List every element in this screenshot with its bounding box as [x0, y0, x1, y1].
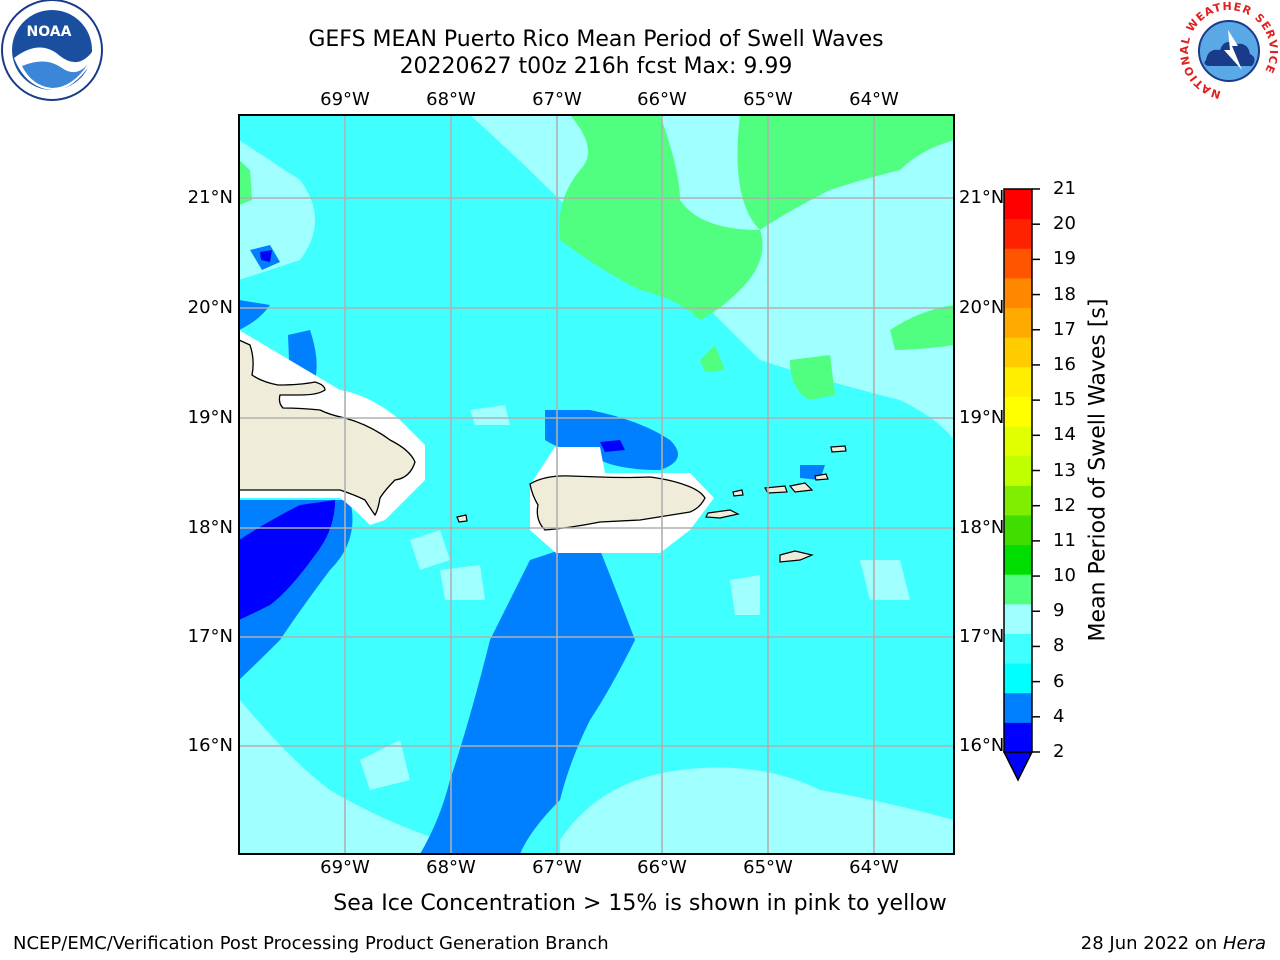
colorbar-band [1004, 366, 1032, 397]
colorbar-band [1004, 307, 1032, 338]
colorbar-tick-label: 19 [1053, 248, 1076, 270]
lat-label-left: 21°N [187, 187, 233, 208]
sea-ice-caption: Sea Ice Concentration > 15% is shown in … [0, 891, 1280, 916]
lat-label-left: 20°N [187, 297, 233, 318]
lat-label-left: 19°N [187, 407, 233, 428]
colorbar-band [1004, 514, 1032, 546]
lon-label-bottom: 65°W [743, 857, 793, 878]
colorbar-band [1004, 189, 1032, 220]
colorbar-extend-arrow [1002, 751, 1034, 782]
colorbar-tick-label: 13 [1053, 459, 1076, 481]
colorbar-band [1004, 455, 1032, 486]
colorbar-tick-label: 2 [1053, 741, 1065, 762]
colorbar-band [1004, 633, 1032, 664]
colorbar-band [1004, 692, 1032, 723]
colorbar-label: Mean Period of Swell Waves [s] [1085, 298, 1111, 642]
map-frame [238, 114, 955, 855]
lon-label-bottom: 68°W [426, 857, 476, 878]
lon-label-top: 66°W [637, 89, 687, 110]
colorbar-tick-label: 21 [1053, 178, 1076, 199]
colorbar-band [1004, 426, 1032, 457]
lat-label-left: 17°N [187, 626, 233, 647]
colorbar-band [1004, 248, 1032, 279]
lat-label-right: 19°N [959, 407, 1005, 428]
lat-label-left: 18°N [187, 517, 233, 538]
lon-label-top: 64°W [849, 89, 899, 110]
colorbar-tick-label: 11 [1053, 529, 1076, 551]
colorbar-band [1004, 485, 1032, 516]
colorbar-tick-label: 15 [1053, 389, 1076, 411]
colorbar-tick-label: 12 [1053, 494, 1076, 516]
colorbar-tick-label: 14 [1053, 424, 1076, 446]
footer-credit: NCEP/EMC/Verification Post Processing Pr… [13, 933, 609, 954]
footer-machine: Hera [1222, 933, 1266, 954]
lon-label-bottom: 69°W [320, 857, 370, 878]
colorbar [1002, 188, 1040, 782]
footer-date-text: 28 Jun 2022 on [1080, 933, 1223, 954]
map-subtitle: 20220627 t00z 216h fcst Max: 9.99 [399, 54, 793, 79]
colorbar-tick-label: 6 [1053, 670, 1065, 692]
colorbar-tick-label: 17 [1053, 318, 1076, 340]
contour-fill-layer [239, 115, 954, 854]
lon-label-bottom: 64°W [849, 857, 899, 878]
lon-label-bottom: 67°W [532, 857, 582, 878]
graticule [239, 115, 954, 854]
lon-label-top: 68°W [426, 89, 476, 110]
colorbar-band [1004, 663, 1032, 694]
colorbar-band [1004, 218, 1032, 249]
colorbar-tick-label: 20 [1053, 213, 1076, 235]
lat-label-right: 16°N [959, 735, 1005, 756]
colorbar-band [1004, 396, 1032, 427]
colorbar-tick-label: 9 [1053, 600, 1065, 622]
lat-label-right: 18°N [959, 517, 1005, 538]
lon-label-top: 67°W [532, 89, 582, 110]
colorbar-band [1004, 544, 1032, 575]
colorbar-frame [1003, 188, 1033, 753]
lat-label-right: 20°N [959, 297, 1005, 318]
colorbar-tick-label: 18 [1053, 283, 1076, 305]
noaa-logo: NOAA [1, 0, 103, 101]
nws-logo: NATIONAL WEATHER SERVICE [1178, 0, 1279, 100]
noaa-logo-text: NOAA [27, 24, 72, 40]
footer-date: 28 Jun 2022 on Hera [1081, 933, 1266, 954]
lat-label-left: 16°N [187, 735, 233, 756]
colorbar-tick-label: 4 [1053, 705, 1065, 727]
colorbar-band [1004, 277, 1032, 309]
colorbar-tick-label: 16 [1053, 353, 1076, 375]
lon-label-top: 65°W [743, 89, 793, 110]
colorbar-band [1004, 574, 1032, 605]
colorbar-tick-label: 8 [1053, 635, 1065, 657]
colorbar-band [1004, 722, 1032, 753]
colorbar-band [1004, 603, 1032, 634]
lat-label-right: 21°N [959, 187, 1005, 208]
colorbar-tick-label: 10 [1053, 565, 1076, 587]
lon-label-bottom: 66°W [637, 857, 687, 878]
map-title: GEFS MEAN Puerto Rico Mean Period of Swe… [308, 27, 884, 52]
sea-ice-caption-text: Sea Ice Concentration > 15% is shown in … [333, 891, 947, 916]
colorbar-band [1004, 337, 1032, 368]
lat-label-right: 17°N [959, 626, 1005, 647]
lon-label-top: 69°W [320, 89, 370, 110]
